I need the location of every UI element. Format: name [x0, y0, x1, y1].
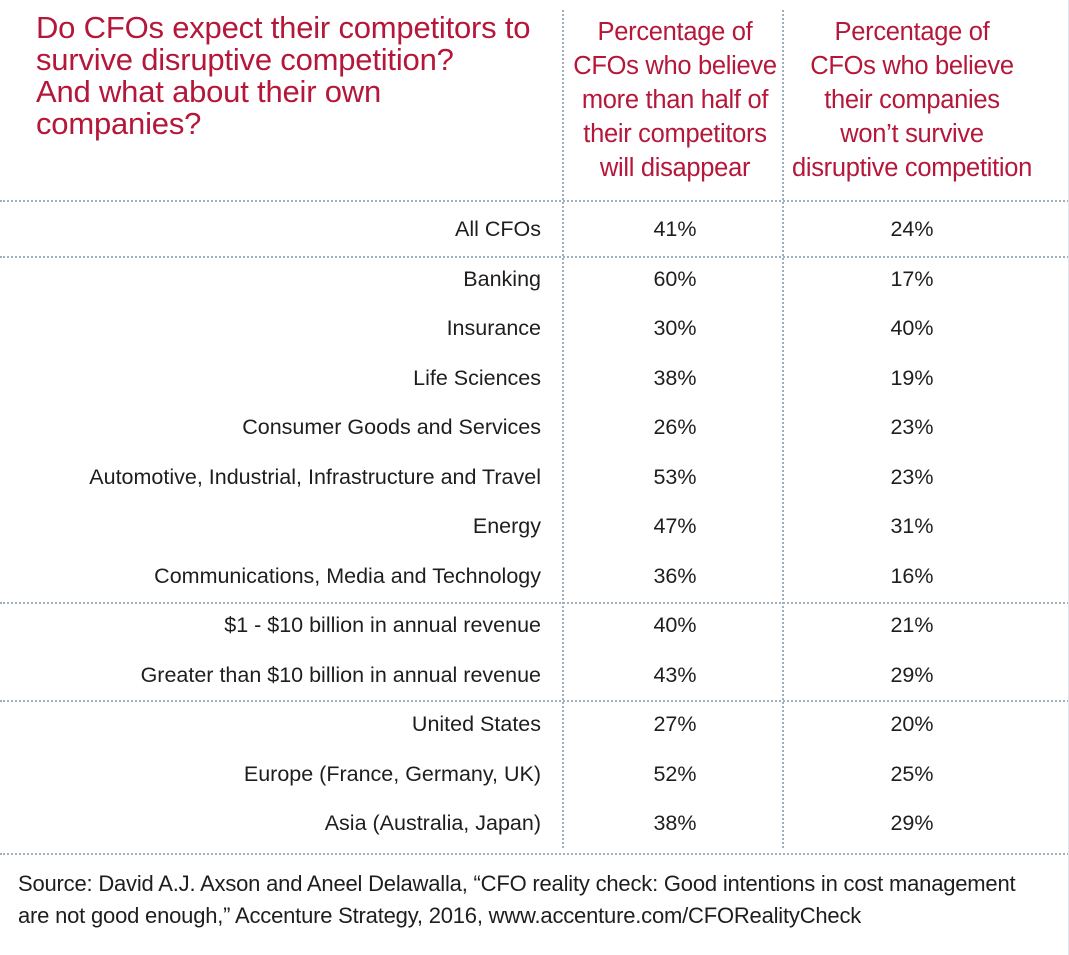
cell-own-company-not-survive: 24% [890, 217, 934, 241]
table-row: Communications, Media and Technology 36% 1… [0, 552, 1069, 601]
cell-competitors-disappear: 60% [653, 267, 697, 291]
column-divider-1 [562, 10, 564, 848]
row-label: Communications, Media and Technology [154, 564, 541, 588]
row-label: Europe (France, Germany, UK) [243, 762, 541, 786]
table-row: Consumer Goods and Services 26% 23% [0, 403, 1069, 452]
cell-own-company-not-survive: 31% [890, 514, 934, 538]
table-row: Energy 47% 31% [0, 502, 1069, 551]
group-divider [0, 256, 1069, 258]
cell-competitors-disappear: 38% [653, 811, 697, 835]
row-label: Life Sciences [413, 366, 541, 390]
row-label: Insurance [446, 316, 541, 340]
table-row: Europe (France, Germany, UK) 52% 25% [0, 750, 1069, 799]
cell-competitors-disappear: 47% [653, 514, 697, 538]
cell-own-company-not-survive: 16% [890, 564, 934, 588]
cell-own-company-not-survive: 19% [890, 366, 934, 390]
table-title: Do CFOs expect their competitors to surv… [36, 10, 531, 141]
cell-own-company-not-survive: 23% [890, 465, 934, 489]
group-divider [0, 602, 1069, 604]
table-row: Asia (Australia, Japan) 38% 29% [0, 799, 1069, 848]
cell-own-company-not-survive: 17% [890, 267, 934, 291]
cell-competitors-disappear: 36% [653, 564, 697, 588]
table-row: Life Sciences 38% 19% [0, 354, 1069, 403]
cell-own-company-not-survive: 23% [890, 415, 934, 439]
cell-own-company-not-survive: 29% [890, 811, 934, 835]
cell-competitors-disappear: 40% [653, 613, 697, 637]
row-label: Greater than $10 billion in annual reven… [140, 663, 541, 687]
cell-competitors-disappear: 30% [653, 316, 697, 340]
footer-divider [0, 853, 1069, 855]
cell-own-company-not-survive: 29% [890, 663, 934, 687]
cell-competitors-disappear: 27% [653, 712, 697, 736]
column-divider-2 [782, 10, 784, 848]
column-header-own-company: Percentage of CFOs who believe their com… [791, 18, 1033, 182]
table-header: Do CFOs expect their competitors to surv… [0, 0, 1069, 200]
row-label: United States [411, 712, 541, 736]
table-row: Greater than $10 billion in annual reven… [0, 651, 1069, 700]
cell-competitors-disappear: 41% [653, 217, 697, 241]
source-note: Source: David A.J. Axson and Aneel Delaw… [18, 871, 1016, 928]
row-label: Automotive, Industrial, Infrastructure a… [89, 465, 541, 489]
cell-competitors-disappear: 38% [653, 366, 697, 390]
cell-own-company-not-survive: 40% [890, 316, 934, 340]
cell-competitors-disappear: 26% [653, 415, 697, 439]
cell-own-company-not-survive: 25% [890, 762, 934, 786]
cell-own-company-not-survive: 20% [890, 712, 934, 736]
table-row: Banking 60% 17% [0, 255, 1069, 304]
row-label: Consumer Goods and Services [242, 415, 541, 439]
row-label: Banking [463, 267, 541, 291]
cell-competitors-disappear: 52% [653, 762, 697, 786]
column-header-competitors: Percentage of CFOs who believe more than… [573, 18, 777, 182]
group-divider [0, 700, 1069, 702]
cell-own-company-not-survive: 21% [890, 613, 934, 637]
cell-competitors-disappear: 53% [653, 465, 697, 489]
table-row: United States 27% 20% [0, 700, 1069, 749]
table-row: All CFOs 41% 24% [0, 205, 1069, 254]
table-row: Automotive, Industrial, Infrastructure a… [0, 453, 1069, 502]
row-label: Energy [472, 514, 541, 538]
row-label: All CFOs [455, 217, 541, 241]
header-divider [0, 200, 1069, 202]
row-label: $1 - $10 billion in annual revenue [224, 613, 541, 637]
table-row: Insurance 30% 40% [0, 304, 1069, 353]
cell-competitors-disappear: 43% [653, 663, 697, 687]
row-label: Asia (Australia, Japan) [324, 811, 541, 835]
table-row: $1 - $10 billion in annual revenue 40% 21% [0, 601, 1069, 650]
